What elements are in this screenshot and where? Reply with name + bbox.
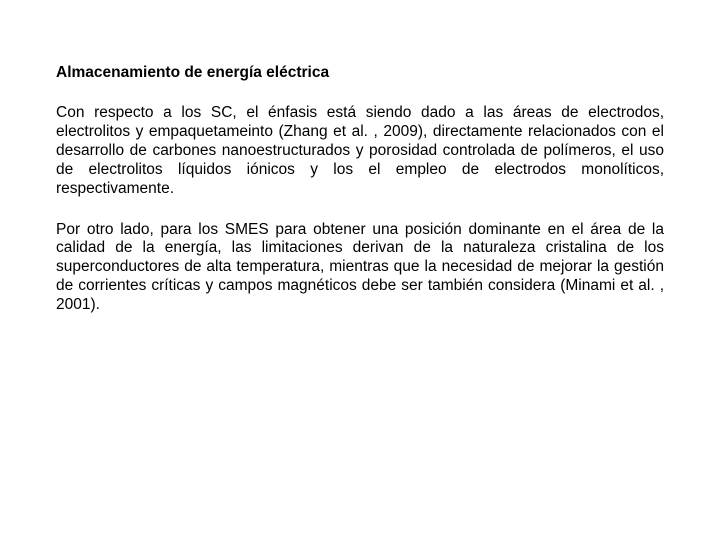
document-title: Almacenamiento de energía eléctrica [56,64,664,82]
paragraph-1: Con respecto a los SC, el énfasis está s… [56,104,664,199]
paragraph-2: Por otro lado, para los SMES para obtene… [56,221,664,316]
document-page: Almacenamiento de energía eléctrica Con … [0,0,720,315]
